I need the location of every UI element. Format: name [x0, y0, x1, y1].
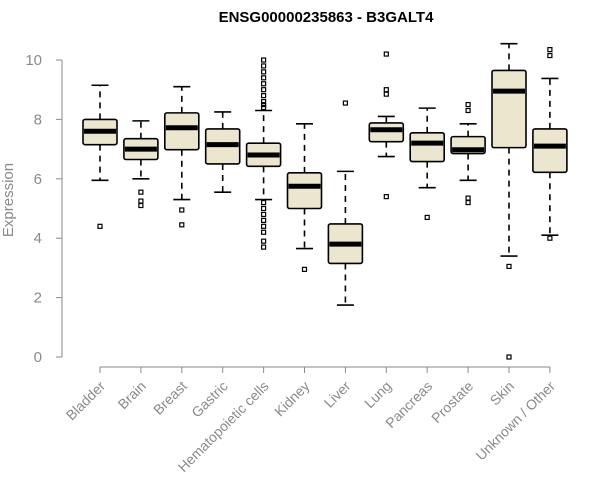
outlier-point [261, 211, 267, 218]
outlier-point [97, 223, 103, 229]
outlier-point [383, 87, 389, 93]
box-group [532, 47, 568, 241]
iqr-box [368, 122, 405, 143]
iqr-box [491, 69, 527, 149]
outlier-point [261, 238, 267, 244]
outlier-point [138, 202, 144, 209]
outlier-point [383, 91, 389, 97]
y-tick-label: 8 [34, 111, 42, 128]
outlier-point [261, 69, 267, 75]
outlier-point [465, 107, 471, 114]
iqr-box [532, 128, 568, 174]
boxes-layer [82, 42, 568, 360]
y-tick-label: 2 [34, 290, 42, 307]
box-group [327, 100, 364, 306]
outlier-point [261, 104, 267, 111]
iqr-box [409, 131, 446, 163]
outlier-point [261, 205, 267, 212]
outlier-point [465, 195, 471, 201]
iqr-box [164, 112, 200, 151]
box-group [245, 57, 282, 250]
x-tick-label: Breast [150, 378, 190, 418]
y-tick-label: 6 [34, 171, 42, 188]
chart-title: ENSG00000235863 - B3GALT4 [219, 9, 434, 26]
outlier-point [261, 199, 267, 206]
outlier-point [261, 98, 267, 105]
outlier-point [506, 263, 512, 270]
x-tick-label: Lung [361, 378, 394, 411]
outlier-point [547, 47, 553, 53]
outlier-point [261, 57, 267, 63]
outlier-point [179, 222, 185, 228]
box-group [286, 123, 323, 272]
x-tick-label: Liver [321, 378, 354, 411]
outlier-point [261, 93, 267, 99]
outlier-point [547, 235, 553, 241]
outlier-point [261, 87, 267, 93]
outlier-point [383, 51, 389, 57]
outlier-point [261, 75, 267, 81]
outlier-point [261, 81, 267, 87]
box-group [123, 120, 159, 209]
y-tick-label: 4 [34, 230, 42, 247]
x-tick-label: Brain [115, 378, 149, 412]
box-group [368, 51, 405, 200]
outlier-point [506, 354, 512, 360]
x-tick-label: Prostate [428, 378, 476, 426]
box-group [204, 111, 241, 193]
box-group [164, 85, 200, 228]
y-tick-label: 10 [25, 52, 42, 69]
box-group [450, 101, 486, 206]
outlier-point [383, 194, 389, 200]
y-tick-label: 0 [34, 349, 42, 366]
outlier-point [465, 101, 471, 108]
outlier-point [261, 217, 267, 223]
x-tick-label: Skin [487, 378, 518, 409]
outlier-point [261, 229, 267, 235]
outlier-point [261, 101, 267, 108]
outlier-point [342, 100, 348, 106]
outlier-point [261, 223, 267, 229]
outlier-point [261, 244, 267, 250]
outlier-point [138, 198, 144, 204]
outlier-point [261, 63, 267, 69]
box-group [491, 42, 527, 360]
y-axis-label: Expression [0, 163, 17, 237]
y-axis: 0 2 4 6 8 10 [25, 52, 63, 366]
outlier-point [547, 52, 553, 59]
box-group [409, 107, 446, 221]
box-group [82, 84, 118, 229]
outlier-point [138, 189, 144, 195]
x-tick-label: Bladder [63, 378, 109, 424]
outlier-point [465, 199, 471, 206]
x-tick-label: Kidney [271, 378, 313, 420]
outlier-point [424, 214, 430, 221]
outlier-point [179, 207, 185, 213]
iqr-box [286, 172, 323, 210]
outlier-point [301, 266, 308, 272]
